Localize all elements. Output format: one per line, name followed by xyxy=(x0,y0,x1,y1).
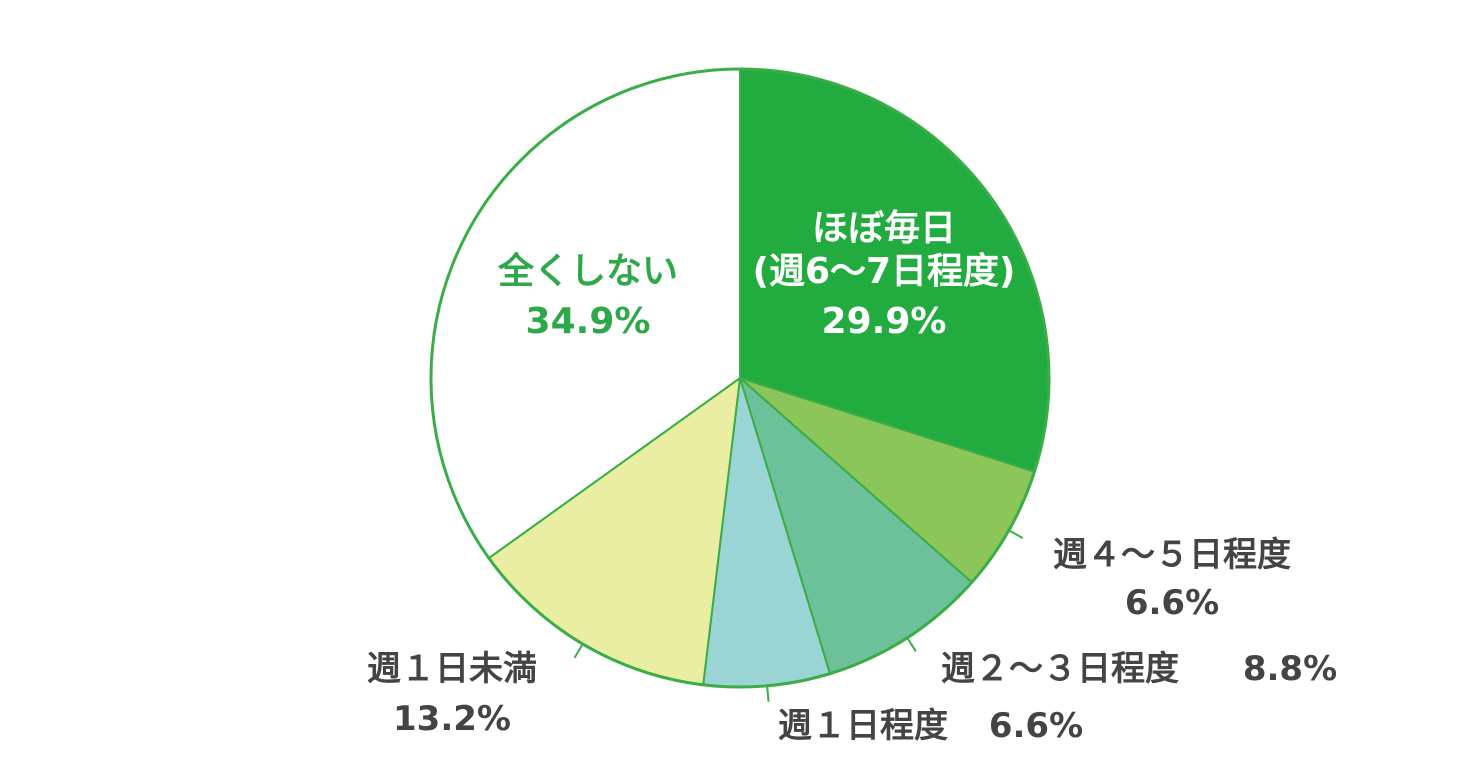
slice-label-never: 全くしない xyxy=(497,250,678,292)
slice-value-daily: 29.9% xyxy=(822,301,947,342)
slice-value-2-3days: 8.8% xyxy=(1243,649,1337,689)
leader-line-1 xyxy=(1008,529,1024,540)
slice-label-1day: 週１日程度 xyxy=(778,706,948,746)
pie-slices xyxy=(430,68,1050,688)
slice-label-2-3days: 週２〜３日程度 xyxy=(941,649,1179,689)
leader-lines xyxy=(573,529,1024,702)
slice-label-under-1day: 週１日未満 xyxy=(367,649,537,689)
pie-outline xyxy=(429,67,1051,689)
slice-value-4-5days: 6.6% xyxy=(1125,583,1219,623)
slice-value-never: 34.9% xyxy=(526,301,651,342)
leader-line-3 xyxy=(766,685,770,702)
leader-line-4 xyxy=(573,643,584,659)
pie-border xyxy=(429,67,1051,689)
slice-value-1day: 6.6% xyxy=(989,706,1083,746)
leader-line-2 xyxy=(906,637,917,652)
slice-label-daily-line2: (週6〜7日程度) xyxy=(752,251,1015,292)
slice-label-daily-line1: ほぼ毎日 xyxy=(812,208,956,249)
slice-label-4-5days: 週４〜５日程度 xyxy=(1053,535,1291,575)
slice-value-under-1day: 13.2% xyxy=(393,699,511,739)
